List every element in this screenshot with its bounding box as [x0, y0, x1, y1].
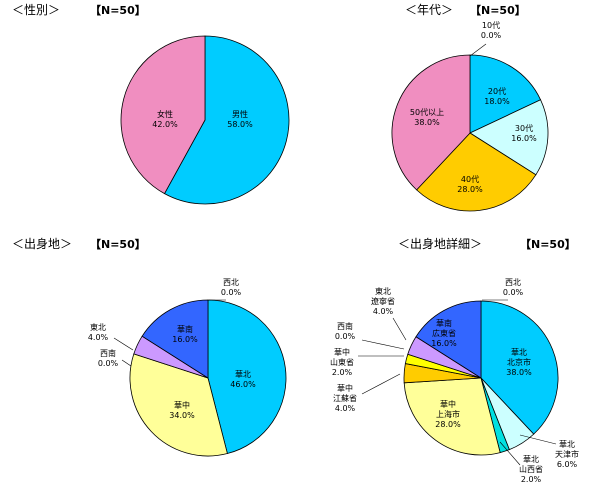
- sample-size-label: 【N=50】: [470, 4, 526, 17]
- chart-title: ＜性別＞: [12, 3, 60, 17]
- pie-slice: [415, 300, 482, 379]
- slice-label: 山東省: [330, 357, 354, 367]
- slice-label: 江蘇省: [333, 393, 357, 403]
- slice-value-label: 0.0%: [335, 332, 356, 341]
- chart-title: ＜出身地＞: [12, 236, 72, 251]
- slice-value-label: 6.0%: [557, 460, 578, 469]
- slice-value-label: 4.0%: [88, 333, 109, 342]
- slice-label: 遼寧省: [371, 296, 395, 306]
- leader-line: [469, 43, 487, 57]
- leader-line: [361, 339, 405, 350]
- slice-value-label: 4.0%: [373, 307, 394, 316]
- slice-value-label: 58.0%: [227, 120, 253, 129]
- slice-label: 西南: [100, 348, 116, 358]
- slice-label: 西北: [505, 278, 521, 287]
- leader-line: [361, 373, 401, 395]
- slice-label: 華北: [523, 454, 539, 464]
- slice-label: 30代: [515, 123, 533, 133]
- slice-label: 10代: [482, 20, 500, 30]
- pie-slice: [207, 299, 287, 455]
- leader-line: [392, 317, 407, 341]
- slice-label: 華北: [235, 369, 251, 379]
- slice-value-label: 46.0%: [230, 380, 256, 389]
- slice-value-label: 0.0%: [503, 288, 524, 297]
- slice-label: 華北: [559, 439, 575, 449]
- pie-slice: [141, 299, 209, 379]
- sample-size-label: 【N=50】: [520, 238, 576, 251]
- slice-value-label: 4.0%: [335, 404, 356, 413]
- slice-value-label: 0.0%: [98, 359, 119, 368]
- slice-label: 広東省: [432, 328, 456, 338]
- chart-title: ＜年代＞: [405, 3, 453, 17]
- slice-label: 北京市: [507, 357, 531, 367]
- slice-label: 華中: [174, 400, 190, 410]
- pie-slice: [403, 377, 501, 456]
- leader-line: [519, 434, 557, 445]
- slice-value-label: 42.0%: [152, 120, 178, 129]
- pie-slice: [163, 35, 290, 205]
- slice-label: 20代: [488, 86, 506, 96]
- slice-label: 西北: [223, 278, 239, 287]
- slice-value-label: 2.0%: [332, 368, 353, 377]
- slice-label: 華南: [177, 324, 193, 334]
- pie-slice: [129, 353, 228, 457]
- slice-value-label: 16.0%: [431, 339, 457, 348]
- sample-size-label: 【N=50】: [90, 4, 146, 17]
- slice-label: 上海市: [436, 409, 460, 419]
- slice-label: 東北: [90, 322, 106, 332]
- slice-value-label: 28.0%: [457, 185, 483, 194]
- slice-value-label: 28.0%: [435, 420, 461, 429]
- slice-label: 西南: [337, 321, 353, 331]
- slice-label: 華中: [337, 383, 353, 393]
- slice-label: 女性: [157, 109, 173, 119]
- slice-label: 男性: [232, 109, 248, 119]
- slice-value-label: 0.0%: [481, 31, 502, 40]
- slice-label: 40代: [461, 174, 479, 184]
- slice-label: 山西省: [519, 464, 543, 474]
- pie-chart-4: ＜出身地詳細＞ 【N=50】西北0.0%華北北京市38.0%華北天津市6.0%華北…: [330, 236, 579, 484]
- slice-label: 華北: [511, 347, 527, 357]
- sample-size-label: 【N=50】: [90, 238, 146, 251]
- slice-label: 華中: [334, 347, 350, 357]
- slice-value-label: 16.0%: [511, 134, 537, 143]
- pie-slice: [416, 132, 537, 212]
- slice-label: 東北: [375, 286, 391, 296]
- slice-value-label: 0.0%: [221, 288, 242, 297]
- slice-label: 50代以上: [410, 107, 444, 117]
- pie-slice: [469, 99, 549, 176]
- slice-value-label: 18.0%: [484, 97, 510, 106]
- chart-title: ＜出身地詳細＞: [398, 236, 482, 251]
- leader-line: [113, 337, 134, 351]
- slice-value-label: 38.0%: [414, 118, 440, 127]
- slice-value-label: 38.0%: [506, 368, 532, 377]
- slice-label: 天津市: [555, 449, 579, 459]
- pie-slice: [391, 54, 471, 191]
- pie-chart-3: ＜出身地＞ 【N=50】西北0.0%華北46.0%華中34.0%西南0.0%東北4…: [12, 236, 287, 457]
- leader-line: [499, 441, 521, 466]
- pie-slice: [120, 35, 206, 195]
- slice-value-label: 34.0%: [169, 411, 195, 420]
- slice-label: 華南: [436, 318, 452, 328]
- pie-slice: [480, 300, 559, 435]
- pie-slice: [469, 54, 542, 134]
- leader-line: [121, 359, 132, 367]
- slice-value-label: 2.0%: [521, 475, 542, 484]
- slice-value-label: 16.0%: [172, 335, 198, 344]
- slice-label: 華中: [440, 399, 456, 409]
